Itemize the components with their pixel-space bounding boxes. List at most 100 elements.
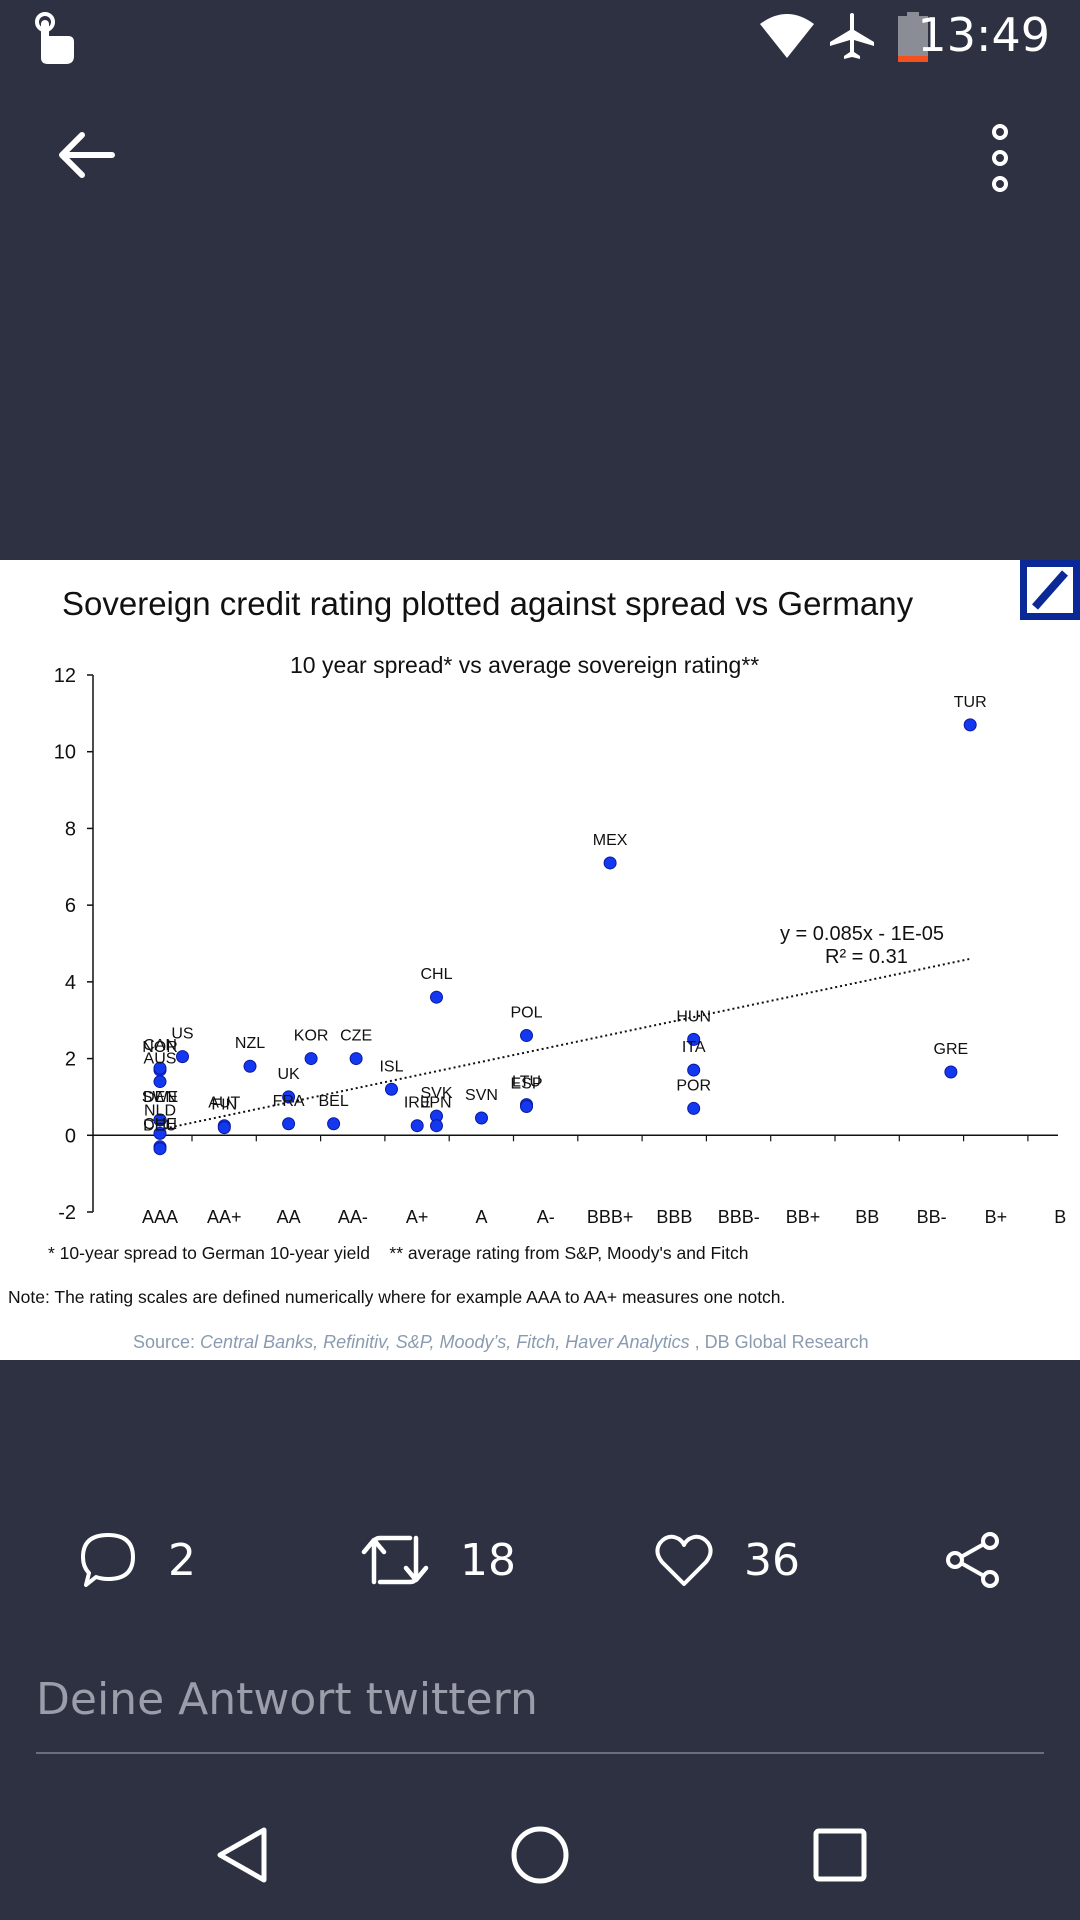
data-point-label: ITA xyxy=(682,1039,706,1056)
data-point xyxy=(153,1061,167,1075)
source-italic: Central Banks, Refinitiv, S&P, Moody’s, … xyxy=(200,1332,690,1352)
data-point xyxy=(687,1063,701,1077)
data-point xyxy=(429,1119,443,1133)
back-arrow-icon[interactable] xyxy=(56,130,116,180)
data-point-label: TUR xyxy=(954,694,987,711)
data-point-label: ESP xyxy=(511,1076,543,1093)
data-point-label: DEU xyxy=(143,1118,177,1135)
data-point xyxy=(153,1142,167,1156)
data-point xyxy=(176,1050,190,1064)
chart-subtitle: 10 year spread* vs average sovereign rat… xyxy=(290,652,759,678)
data-point xyxy=(687,1032,701,1046)
data-point-label: CAN xyxy=(143,1037,177,1054)
chart-title: Sovereign credit rating plotted against … xyxy=(62,585,914,622)
x-tick-label: AA- xyxy=(338,1207,368,1227)
y-tick-label: 6 xyxy=(65,895,76,917)
y-tick-label: 4 xyxy=(65,972,76,994)
trendline-equation: y = 0.085x - 1E-05 xyxy=(780,923,944,945)
data-point-label: IRE xyxy=(404,1095,431,1112)
data-point-label: CHL xyxy=(420,966,452,983)
chart-note: Note: The rating scales are defined nume… xyxy=(8,1287,785,1307)
data-point xyxy=(384,1082,398,1096)
tweet-actions: 2 18 36 xyxy=(0,1520,1080,1600)
trendline-r2: R² = 0.31 xyxy=(825,946,908,968)
x-tick-label: A+ xyxy=(406,1207,429,1227)
x-tick-label: BB- xyxy=(917,1207,947,1227)
y-tick-label: 12 xyxy=(54,665,76,687)
y-tick-label: 0 xyxy=(65,1125,76,1147)
navigation-bar xyxy=(0,1800,1080,1920)
status-time: 13:49 xyxy=(917,8,1050,62)
data-point xyxy=(687,1101,701,1115)
x-tick-label: BB+ xyxy=(786,1207,821,1227)
reply-action[interactable]: 2 xyxy=(78,1520,196,1600)
wifi-icon xyxy=(760,14,814,58)
data-point-label: AUS xyxy=(144,1051,177,1068)
data-point xyxy=(410,1119,424,1133)
data-point-label: NOR xyxy=(142,1039,178,1056)
source-prefix: Source: xyxy=(133,1332,200,1352)
data-point-label: NZL xyxy=(235,1035,265,1052)
x-tick-label: A xyxy=(475,1207,487,1227)
data-point-label: CHE xyxy=(143,1116,177,1133)
data-point-label: SWE xyxy=(142,1089,178,1106)
data-point-label: LTU xyxy=(512,1074,541,1091)
x-tick-label: B+ xyxy=(985,1207,1008,1227)
data-point xyxy=(217,1121,231,1135)
data-point-label: BEL xyxy=(318,1093,348,1110)
data-point xyxy=(327,1117,341,1131)
chart-source: Source: Central Banks, Refinitiv, S&P, M… xyxy=(133,1332,869,1352)
x-tick-label: B xyxy=(1054,1207,1066,1227)
data-point-label: KOR xyxy=(294,1028,329,1045)
data-point xyxy=(520,1029,534,1043)
share-icon xyxy=(946,1532,999,1588)
y-tick-label: 8 xyxy=(65,818,76,840)
reply-field[interactable]: Deine Antwort twittern xyxy=(36,1670,1044,1754)
heart-icon xyxy=(655,1534,713,1586)
share-action[interactable] xyxy=(943,1520,1003,1600)
data-point-label: JPN xyxy=(421,1095,451,1112)
x-tick-label: AA+ xyxy=(207,1207,242,1227)
nav-recents-icon[interactable] xyxy=(812,1827,868,1883)
like-action[interactable]: 36 xyxy=(654,1520,800,1600)
retweet-action[interactable]: 18 xyxy=(360,1520,516,1600)
data-point xyxy=(963,718,977,732)
touch-app-icon xyxy=(35,12,74,64)
data-point xyxy=(304,1052,318,1066)
data-point-label: DEN xyxy=(143,1089,177,1106)
more-options-icon[interactable] xyxy=(985,122,1015,194)
data-point-label: FIN xyxy=(211,1097,237,1114)
tweet-image[interactable]: Sovereign credit rating plotted against … xyxy=(0,560,1080,1360)
data-point xyxy=(153,1075,167,1089)
y-tick-label: 10 xyxy=(54,742,76,764)
scatter-chart: Sovereign credit rating plotted against … xyxy=(8,560,1080,1352)
chart-footnote: * 10-year spread to German 10-year yield… xyxy=(48,1243,748,1263)
app-bar xyxy=(0,80,1080,230)
nav-home-icon[interactable] xyxy=(510,1825,570,1885)
x-tick-label: AA xyxy=(277,1207,301,1227)
status-bar: 13:49 xyxy=(0,0,1080,75)
data-point-label: NLD xyxy=(144,1102,176,1119)
data-point-label: MEX xyxy=(593,832,628,849)
data-point xyxy=(475,1111,488,1125)
data-point-label: POL xyxy=(511,1005,543,1022)
retweet-count: 18 xyxy=(460,1534,516,1586)
nav-back-icon[interactable] xyxy=(214,1825,270,1885)
y-tick-label: 2 xyxy=(65,1049,76,1071)
data-point-label: CZE xyxy=(340,1028,372,1045)
data-point xyxy=(282,1090,296,1104)
data-point-label: AUT xyxy=(208,1095,240,1112)
x-tick-label: BBB xyxy=(656,1207,692,1227)
data-point xyxy=(429,990,443,1004)
data-point-label: SVK xyxy=(420,1085,452,1102)
data-point xyxy=(153,1113,167,1127)
data-point xyxy=(603,856,617,870)
data-point-label: ISL xyxy=(379,1058,403,1075)
data-point xyxy=(349,1052,363,1066)
data-point xyxy=(282,1117,296,1131)
like-count: 36 xyxy=(744,1534,800,1586)
db-logo xyxy=(1020,560,1080,620)
reply-count: 2 xyxy=(168,1534,196,1586)
y-tick-label: -2 xyxy=(58,1202,76,1224)
data-point-label: SVN xyxy=(465,1087,498,1104)
